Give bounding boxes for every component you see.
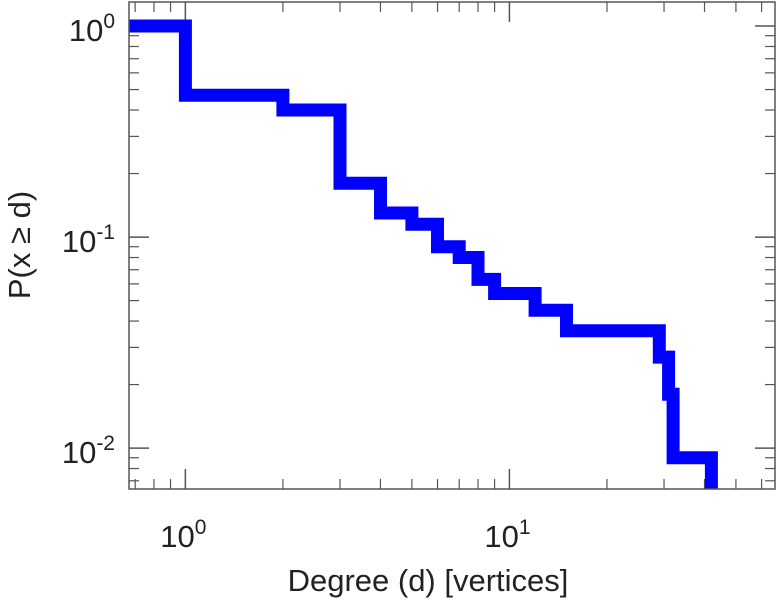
- x-tick-label: 101: [484, 516, 530, 554]
- x-axis-label: Degree (d) [vertices]: [288, 563, 569, 598]
- minor-ticks: [129, 2, 775, 489]
- y-tick-label: 10-1: [62, 221, 115, 259]
- series-line-0: [129, 19, 718, 489]
- plot-frame: [128, 1, 776, 490]
- y-axis-label: P(x ≥ d): [2, 191, 37, 299]
- y-tick-label: 100: [69, 10, 115, 48]
- y-tick-labels: 100 10-1 10-2: [62, 10, 115, 470]
- x-tick-labels: 100 101: [160, 516, 530, 554]
- y-tick-label: 10-2: [62, 432, 115, 470]
- x-tick-label: 100: [160, 516, 206, 554]
